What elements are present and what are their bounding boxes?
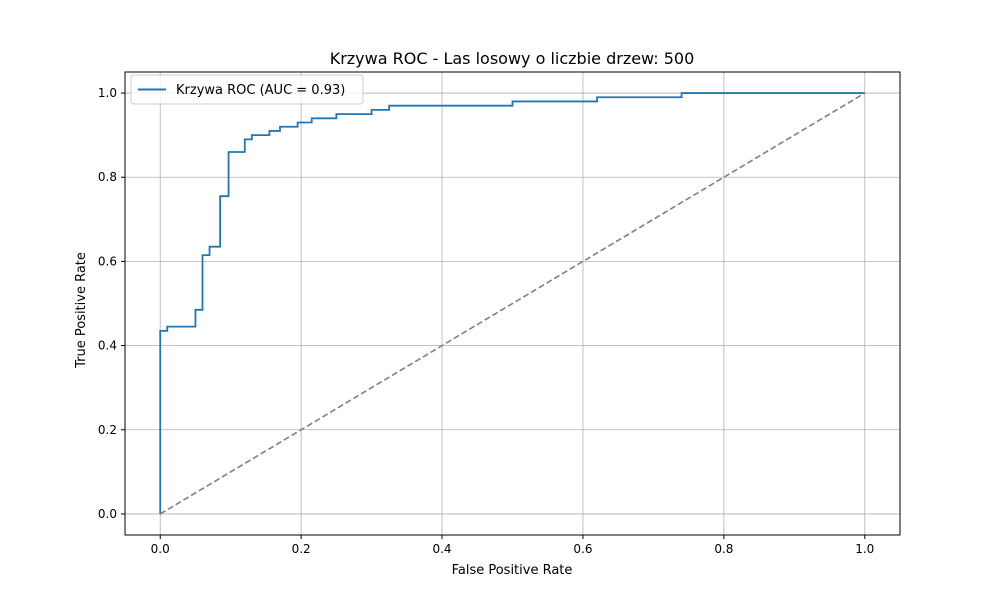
axis-ticks: 0.0 0.2 0.4 0.6 0.8 1.0 0.0 0.2 0.4 0.6 0.8 1.0 xyxy=(98,86,874,556)
series-lines xyxy=(159,92,866,515)
x-tick-label: 0.4 xyxy=(432,542,451,556)
x-axis-label: False Positive Rate xyxy=(452,563,573,578)
y-tick-label: 0.0 xyxy=(98,507,117,521)
y-tick-label: 0.2 xyxy=(98,423,117,437)
y-tick-label: 1.0 xyxy=(98,86,117,100)
y-tick-label: 0.8 xyxy=(98,170,117,184)
legend-label: Krzywa ROC (AUC = 0.93) xyxy=(176,83,345,98)
x-tick-label: 0.8 xyxy=(714,542,733,556)
x-tick-label: 0.0 xyxy=(151,542,170,556)
x-tick-label: 0.2 xyxy=(292,542,311,556)
x-tick-label: 0.6 xyxy=(573,542,592,556)
plot-frame xyxy=(124,71,901,536)
legend: Krzywa ROC (AUC = 0.93) xyxy=(130,74,364,105)
y-tick-label: 0.6 xyxy=(98,254,117,268)
legend-box xyxy=(130,74,364,105)
random-classifier-diagonal-line xyxy=(159,92,866,515)
roc-curve-line xyxy=(159,92,865,514)
x-tick-label: 1.0 xyxy=(855,542,874,556)
chart-title: Krzywa ROC - Las losowy o liczbie drzew:… xyxy=(330,49,695,68)
y-tick-label: 0.4 xyxy=(98,339,117,353)
y-axis-label: True Positive Rate xyxy=(74,252,89,369)
